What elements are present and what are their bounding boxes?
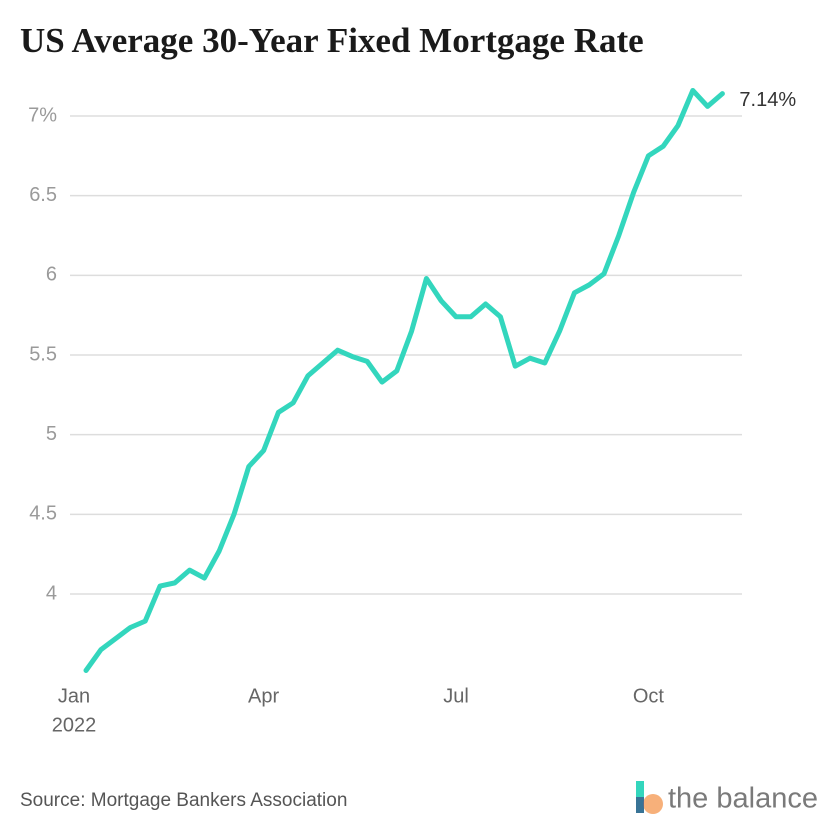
y-tick-label: 5 bbox=[46, 423, 57, 445]
y-tick-label: 7% bbox=[28, 104, 57, 126]
x-tick-label: Oct bbox=[633, 685, 665, 707]
logo-icon bbox=[636, 781, 663, 814]
source: Source: Mortgage Bankers Association bbox=[20, 790, 347, 811]
y-tick-label: 6 bbox=[46, 264, 57, 286]
x-tick-label: Apr bbox=[248, 685, 279, 707]
y-tick-label: 6.5 bbox=[29, 184, 57, 206]
brand: the balance bbox=[668, 783, 818, 815]
x-year-label: 2022 bbox=[52, 714, 97, 736]
data-label: 7.14% bbox=[739, 89, 796, 111]
chart-title: US Average 30-Year Fixed Mortgage Rate bbox=[20, 21, 644, 60]
x-tick-label: Jul bbox=[443, 685, 469, 707]
y-tick-label: 4 bbox=[46, 582, 57, 604]
x-tick-label: Jan bbox=[58, 685, 90, 707]
y-tick-label: 5.5 bbox=[29, 343, 57, 365]
line bbox=[83, 87, 725, 674]
y-tick-label: 4.5 bbox=[29, 503, 57, 525]
